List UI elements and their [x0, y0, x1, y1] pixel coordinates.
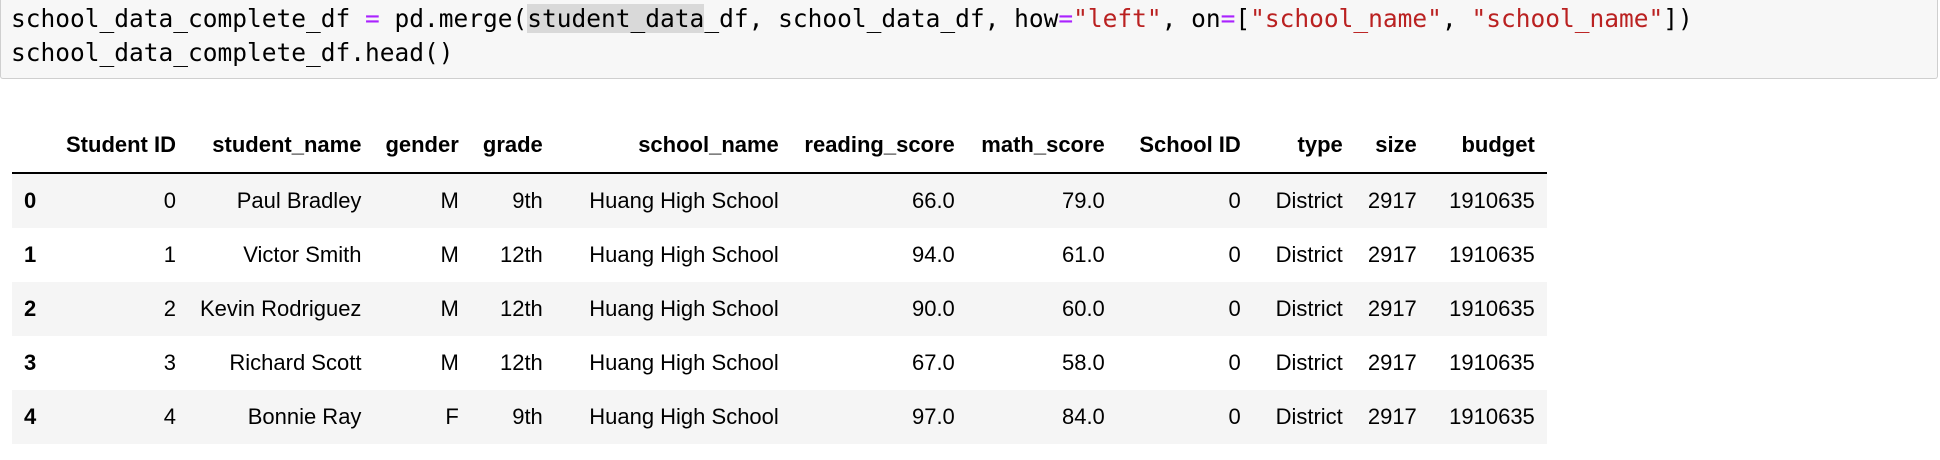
code-token: ]) — [1663, 4, 1693, 33]
table-cell: 3 — [163, 350, 176, 375]
code-line-2[interactable]: school_data_complete_df.head() — [11, 38, 454, 67]
table-cell: District — [1275, 404, 1343, 429]
code-token: school_data_complete_df — [11, 4, 366, 33]
table-cell: Huang High School — [589, 188, 779, 213]
table-cell: District — [1275, 296, 1343, 321]
table-cell: 1910635 — [1449, 188, 1535, 213]
table-cell: 9th — [512, 404, 543, 429]
code-cell[interactable]: school_data_complete_df = pd.merge(stude… — [0, 0, 1938, 79]
table-cell: Paul Bradley — [236, 188, 362, 213]
table-cell: 1910635 — [1449, 350, 1535, 375]
table-cell: 97.0 — [911, 404, 955, 429]
table-cell: District — [1275, 242, 1343, 267]
table-cell: Kevin Rodriguez — [200, 296, 362, 321]
table-cell: 0 — [1228, 188, 1241, 213]
table-cell: 1910635 — [1449, 296, 1535, 321]
table-cell: 84.0 — [1061, 404, 1105, 429]
column-header: student_name — [188, 118, 374, 174]
table-cell: 1 — [163, 242, 176, 267]
cell-output: Student ID student_name gender grade sch… — [12, 118, 1547, 444]
table-cell: 0 — [163, 188, 176, 213]
code-highlighted-token: student_data — [527, 4, 705, 33]
table-cell: District — [1275, 350, 1343, 375]
table-cell: 60.0 — [1061, 296, 1105, 321]
table-cell: Huang High School — [589, 350, 779, 375]
row-index: 3 — [24, 350, 37, 375]
column-header: reading_score — [790, 118, 967, 174]
table-cell: 2917 — [1367, 404, 1417, 429]
table-cell: 61.0 — [1061, 242, 1105, 267]
table-cell: District — [1275, 188, 1343, 213]
table-cell: 4 — [163, 404, 176, 429]
code-string: "left" — [1073, 4, 1162, 33]
code-string: "school_name" — [1471, 4, 1664, 33]
column-header: type — [1252, 118, 1355, 174]
table-cell: 58.0 — [1061, 350, 1105, 375]
row-index: 0 — [24, 188, 37, 213]
code-operator: = — [365, 4, 380, 33]
column-header: grade — [470, 118, 555, 174]
table-cell: 2917 — [1367, 350, 1417, 375]
table-cell: 2917 — [1367, 188, 1417, 213]
column-header: gender — [373, 118, 471, 174]
table-cell: Victor Smith — [243, 242, 362, 267]
index-header — [12, 118, 52, 174]
table-cell: M — [440, 296, 459, 321]
row-index: 4 — [24, 404, 37, 429]
table-cell: 2917 — [1367, 242, 1417, 267]
code-token: pd.merge( — [379, 4, 528, 33]
table-cell: 1910635 — [1449, 242, 1535, 267]
table-cell: Richard Scott — [229, 350, 362, 375]
table-row: 0 0 Paul Bradley M 9th Huang High School… — [12, 173, 1547, 228]
table-cell: Huang High School — [589, 242, 779, 267]
table-cell: M — [440, 188, 459, 213]
row-index: 2 — [24, 296, 37, 321]
code-token: , on — [1161, 4, 1221, 33]
table-cell: 0 — [1228, 296, 1241, 321]
column-header: budget — [1428, 118, 1547, 174]
code-token: _df, school_data_df, how — [704, 4, 1059, 33]
table-cell: Huang High School — [589, 404, 779, 429]
table-cell: Bonnie Ray — [247, 404, 362, 429]
table-cell: 0 — [1228, 242, 1241, 267]
table-cell: 66.0 — [911, 188, 955, 213]
table-cell: 90.0 — [911, 296, 955, 321]
table-cell: 79.0 — [1061, 188, 1105, 213]
table-cell: 0 — [1228, 350, 1241, 375]
table-header-row: Student ID student_name gender grade sch… — [12, 118, 1547, 174]
column-header: Student ID — [52, 118, 188, 174]
column-header: School ID — [1116, 118, 1253, 174]
table-cell: M — [440, 350, 459, 375]
table-cell: 12th — [499, 350, 543, 375]
table-cell: 2 — [163, 296, 176, 321]
table-row: 2 2 Kevin Rodriguez M 12th Huang High Sc… — [12, 282, 1547, 336]
column-header: math_score — [966, 118, 1117, 174]
table-cell: 0 — [1228, 404, 1241, 429]
table-cell: 12th — [499, 242, 543, 267]
code-line-1[interactable]: school_data_complete_df = pd.merge(stude… — [11, 2, 1693, 35]
column-header: school_name — [554, 118, 791, 174]
column-header: size — [1354, 118, 1429, 174]
table-cell: 67.0 — [911, 350, 955, 375]
code-string: "school_name" — [1250, 4, 1442, 33]
code-operator: = — [1220, 4, 1236, 33]
dataframe-table: Student ID student_name gender grade sch… — [12, 118, 1547, 444]
code-token: , — [1441, 4, 1472, 33]
table-row: 1 1 Victor Smith M 12th Huang High Schoo… — [12, 228, 1547, 282]
table-row: 3 3 Richard Scott M 12th Huang High Scho… — [12, 336, 1547, 390]
row-index: 1 — [24, 242, 37, 267]
table-cell: Huang High School — [589, 296, 779, 321]
table-cell: M — [440, 242, 459, 267]
table-row: 4 4 Bonnie Ray F 9th Huang High School 9… — [12, 390, 1547, 444]
table-cell: F — [445, 404, 459, 429]
code-operator: = — [1058, 4, 1074, 33]
table-cell: 94.0 — [911, 242, 955, 267]
table-cell: 1910635 — [1449, 404, 1535, 429]
code-token: [ — [1235, 4, 1251, 33]
table-cell: 2917 — [1367, 296, 1417, 321]
table-cell: 12th — [499, 296, 543, 321]
table-cell: 9th — [512, 188, 543, 213]
